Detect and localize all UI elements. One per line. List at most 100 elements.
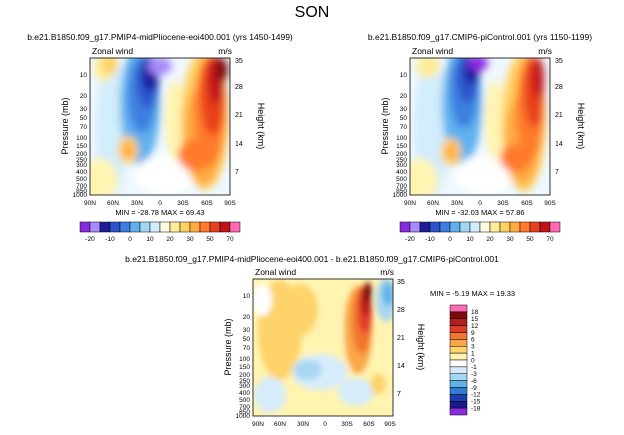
htick: 35 xyxy=(555,58,563,65)
ytick: 300 xyxy=(76,162,87,169)
ytick: 250 xyxy=(396,157,407,164)
colorbar-swatch xyxy=(109,221,121,233)
ytick: 850 xyxy=(76,188,87,195)
colorbar-swatch xyxy=(399,221,411,233)
colorbar-label: 50 xyxy=(526,236,534,243)
min-max-stats: MIN = -28.78 MAX = 69.43 xyxy=(115,208,204,217)
ytick: 100 xyxy=(239,356,250,363)
xtick: 90S xyxy=(544,200,556,207)
htick: 21 xyxy=(235,112,243,119)
colorbar-label: 9 xyxy=(471,330,475,337)
colorbar-label: -15 xyxy=(471,399,481,406)
ytick: 200 xyxy=(396,151,407,158)
ytick: 850 xyxy=(239,409,250,416)
colorbar-swatch xyxy=(199,221,211,233)
ytick: 1000 xyxy=(73,192,88,199)
ytick: 500 xyxy=(396,176,407,183)
ytick: 250 xyxy=(239,378,250,385)
colorbar-swatch xyxy=(449,332,468,340)
ytick: 70 xyxy=(243,345,251,352)
panel-title: b.e21.B1850.f09_g17.CMIP6-piControl.001 … xyxy=(368,32,592,42)
colorbar-swatch xyxy=(449,394,468,402)
ytick: 400 xyxy=(239,390,250,397)
ytick: 10 xyxy=(400,72,408,79)
ytick: 700 xyxy=(396,183,407,190)
colorbar-label: 0 xyxy=(471,357,475,364)
colorbar-swatch xyxy=(219,221,231,233)
variable-label: Zonal wind xyxy=(255,267,296,277)
colorbar-label: 70 xyxy=(546,236,554,243)
colorbar-label: 18 xyxy=(471,309,479,316)
colorbar-swatch xyxy=(179,221,191,233)
ylabel-height: Height (km) xyxy=(576,103,586,150)
colorbar-label: 30 xyxy=(186,236,194,243)
colorbar-swatch xyxy=(149,221,161,233)
ylabel-pressure: Pressure (mb) xyxy=(60,97,70,154)
xtick: 30S xyxy=(497,200,509,207)
colorbar-label: 1 xyxy=(471,350,475,357)
page-title: SON xyxy=(295,4,330,21)
ytick: 700 xyxy=(239,404,250,411)
ylabel-pressure: Pressure (mb) xyxy=(380,97,390,154)
ytick: 30 xyxy=(243,327,251,334)
ytick: 20 xyxy=(80,93,88,100)
colorbar-swatch xyxy=(99,221,111,233)
colorbar-label: 20 xyxy=(486,236,494,243)
colorbar-label: -20 xyxy=(85,236,95,243)
colorbar-label: -9 xyxy=(471,385,477,392)
ytick: 300 xyxy=(396,162,407,169)
ytick: 850 xyxy=(396,188,407,195)
htick: 21 xyxy=(397,335,405,342)
colorbar-label: 10 xyxy=(146,236,154,243)
ytick: 150 xyxy=(396,143,407,150)
ytick: 30 xyxy=(400,106,408,113)
ylabel-height: Height (km) xyxy=(416,324,426,371)
colorbar-label: 0 xyxy=(128,236,132,243)
colorbar-label: 10 xyxy=(466,236,474,243)
colorbar-swatch xyxy=(539,221,551,233)
xtick: 30N xyxy=(297,421,309,428)
ylabel-pressure: Pressure (mb) xyxy=(223,318,233,375)
units-label: m/s xyxy=(538,46,552,56)
ytick: 10 xyxy=(243,293,251,300)
htick: 7 xyxy=(397,391,401,398)
contour-field xyxy=(90,58,230,195)
ytick: 70 xyxy=(80,124,88,131)
y-axis-pressure: Pressure (mb) 10 20 30 50 70 100 150 200… xyxy=(380,72,407,199)
colorbar-swatch xyxy=(89,221,101,233)
colorbar-label: 6 xyxy=(471,337,475,344)
xtick: 60S xyxy=(201,200,213,207)
colorbar-label: 15 xyxy=(471,316,479,323)
ytick: 50 xyxy=(400,115,408,122)
ytick: 300 xyxy=(239,383,250,390)
colorbar-swatch xyxy=(119,221,131,233)
ytick: 1000 xyxy=(236,413,251,420)
colorbar: -20 -10 0 10 20 30 50 70 xyxy=(399,221,561,243)
xtick: 30S xyxy=(177,200,189,207)
ytick: 70 xyxy=(400,124,408,131)
x-axis: 90N 60N 30N 0 30S 60S 90S xyxy=(252,421,396,428)
ytick: 500 xyxy=(76,176,87,183)
xtick: 60N xyxy=(274,421,286,428)
ytick: 100 xyxy=(396,135,407,142)
colorbar-label: 70 xyxy=(226,236,234,243)
panel-midpliocene: b.e21.B1850.f09_g17.PMIP4-midPliocene-eo… xyxy=(27,32,293,243)
htick: 14 xyxy=(397,363,405,370)
xtick: 30N xyxy=(451,200,463,207)
colorbar-swatch xyxy=(449,304,468,313)
xtick: 90S xyxy=(224,200,236,207)
ytick: 150 xyxy=(76,143,87,150)
xtick: 30N xyxy=(131,200,143,207)
colorbar-swatch xyxy=(449,366,468,374)
colorbar-swatch xyxy=(419,221,431,233)
colorbar-swatch xyxy=(449,373,468,381)
colorbar-swatch xyxy=(139,221,151,233)
colorbar-label: 12 xyxy=(471,323,479,330)
ytick: 100 xyxy=(76,135,87,142)
htick: 14 xyxy=(235,141,243,148)
min-max-stats: MIN = -32.03 MAX = 57.86 xyxy=(435,208,524,217)
xtick: 60N xyxy=(427,200,439,207)
xtick: 60N xyxy=(107,200,119,207)
htick: 7 xyxy=(555,169,559,176)
colorbar-label: -18 xyxy=(471,405,481,412)
